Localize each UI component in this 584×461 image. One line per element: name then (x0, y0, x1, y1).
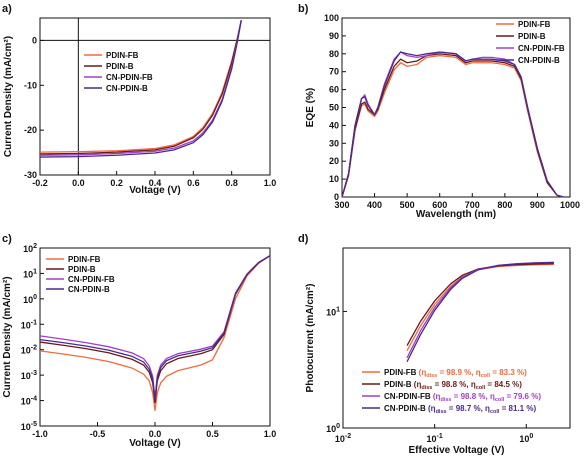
x-tick-label: 900 (530, 200, 545, 210)
series-line-pdin-b (39, 20, 242, 155)
x-tick-label: 300 (334, 200, 349, 210)
y-axis-label: Current Density (mA/cm²) (3, 36, 14, 157)
legend-label: CN-PDIN-B (ηdiss = 98.7 %, ηcoll = 81.1 … (384, 404, 536, 415)
x-tick-label: 700 (465, 200, 480, 210)
x-tick-label: 10-1 (427, 433, 443, 444)
series-line-pdin-b (406, 262, 554, 346)
legend-label: PDIN-B (518, 32, 546, 41)
legend-label: PDIN-B (ηdiss = 98.8 %, ηcoll = 84.5 %) (384, 380, 522, 391)
legend-label: PDIN-B (106, 62, 134, 71)
x-axis-label: Voltage (V) (129, 438, 180, 449)
legend-label: CN-PDIN-FB (518, 44, 565, 53)
x-axis-label: Voltage (V) (129, 185, 180, 196)
y-tick-label: 50 (329, 103, 339, 113)
y-tick-label: -10 (24, 80, 37, 90)
x-tick-label: 400 (367, 200, 382, 210)
legend-label: CN-PDIN-FB (ηdiss = 98.8 %, ηcoll = 79.6… (384, 392, 541, 403)
panel-letter: d) (298, 233, 309, 245)
series-line-pdin-fb (39, 255, 271, 411)
y-tick-label: 10-4 (21, 396, 37, 407)
x-tick-label: 0.2 (110, 178, 123, 188)
y-tick-label: 0 (334, 192, 339, 202)
x-tick-label: -0.5 (90, 429, 106, 439)
legend-label: CN-PDIN-FB (106, 73, 153, 82)
panel-c-dark-jv-chart: c) -1.0 -0.5 0.0 0.5 1.0 102 101 100 10-1 10-2 10-3… (2, 233, 276, 449)
legend-label: PDIN-FB (106, 51, 139, 60)
y-tick-label: 100 (326, 423, 340, 434)
y-tick-label: 30 (329, 138, 339, 148)
series-line-cn-pdin-b (341, 51, 564, 198)
y-tick-label: 90 (329, 31, 339, 41)
y-axis-label: Photocurrent (mA/cm²) (305, 284, 316, 393)
x-tick-label: 0.5 (206, 429, 219, 439)
panel-b-eqe-chart: b) 300 400 500 600 700 800 900 1000 0 10 20 30 40 50 60… (298, 3, 580, 220)
x-tick-label: 1.0 (264, 429, 277, 439)
panel-letter: b) (298, 3, 309, 15)
y-tick-label: 10-2 (21, 345, 37, 356)
x-tick-label: 600 (432, 200, 447, 210)
legend-label: PDIN-FB (ηdiss = 98.9 %, ηcoll = 83.3 %) (384, 368, 527, 379)
series-line-cn-pdin-b (406, 261, 554, 363)
series-line-cn-pdin-b (39, 255, 271, 401)
x-tick-label: 0.0 (72, 178, 85, 188)
legend-label: PDIN-B (68, 265, 96, 274)
legend-label: CN-PDIN-B (518, 56, 560, 65)
y-tick-label: 102 (23, 243, 37, 254)
y-axis-label: Current Density (mA/cm²) (2, 276, 13, 397)
x-axis-label: Wavelength (nm) (416, 209, 496, 220)
y-tick-label: 100 (23, 294, 37, 305)
x-axis-label: Effective Voltage (V) (409, 445, 505, 456)
x-tick-label: 1.0 (264, 178, 277, 188)
legend-label: CN-PDIN-B (106, 84, 148, 93)
legend-label: CN-PDIN-FB (68, 275, 115, 284)
y-tick-label: 10-1 (21, 319, 37, 330)
y-tick-label: 10-5 (21, 421, 37, 432)
plot-frame (342, 247, 571, 429)
x-tick-label: 0.4 (149, 178, 162, 188)
y-tick-label: 80 (329, 49, 339, 59)
legend-label: CN-PDIN-B (68, 285, 110, 294)
legend-label: PDIN-FB (518, 20, 551, 29)
y-tick-label: -20 (24, 125, 37, 135)
panel-a-jv-chart: a) -0.2 0.0 0.2 0.4 0.6 0.8 1.0 0 -10 -20 -30 PDIN-F… (2, 3, 276, 196)
y-tick-label: 40 (329, 120, 339, 130)
y-tick-label: 60 (329, 85, 339, 95)
x-tick-label: 800 (497, 200, 512, 210)
panel-letter: c) (2, 233, 12, 245)
y-axis-label: EQE (%) (305, 88, 316, 127)
x-tick-label: 0.6 (187, 178, 200, 188)
y-tick-label: 0 (32, 35, 37, 45)
x-tick-label: 500 (400, 200, 415, 210)
x-tick-label: 0.8 (225, 178, 238, 188)
legend-label: PDIN-FB (68, 255, 101, 264)
y-tick-label: 101 (23, 268, 37, 279)
series-line-pdin-fb (406, 263, 554, 352)
x-tick-label: 10-2 (335, 433, 351, 444)
series-line-cn-pdin-b (39, 20, 242, 158)
x-tick-label: 100 (519, 433, 533, 444)
panel-d-photocurrent-chart: d) 10-2 10-1 100 100 101 PDIN-FB (ηdiss = 98.9… (298, 233, 571, 456)
y-tick-label: 10-3 (21, 370, 37, 381)
x-tick-label: -1.0 (32, 429, 48, 439)
series-line-pdin-b (341, 53, 564, 198)
y-tick-label: 101 (326, 306, 340, 317)
y-tick-label: -30 (24, 170, 37, 180)
series-line-pdin-fb (341, 54, 564, 198)
y-tick-label: 70 (329, 67, 339, 77)
y-tick-label: 100 (324, 13, 339, 23)
x-tick-label: -0.2 (32, 178, 48, 188)
panel-letter: a) (2, 3, 12, 15)
x-tick-label: 1000 (560, 200, 580, 210)
y-tick-label: 10 (329, 174, 339, 184)
y-tick-label: 20 (329, 156, 339, 166)
x-tick-label: 0.0 (149, 429, 162, 439)
